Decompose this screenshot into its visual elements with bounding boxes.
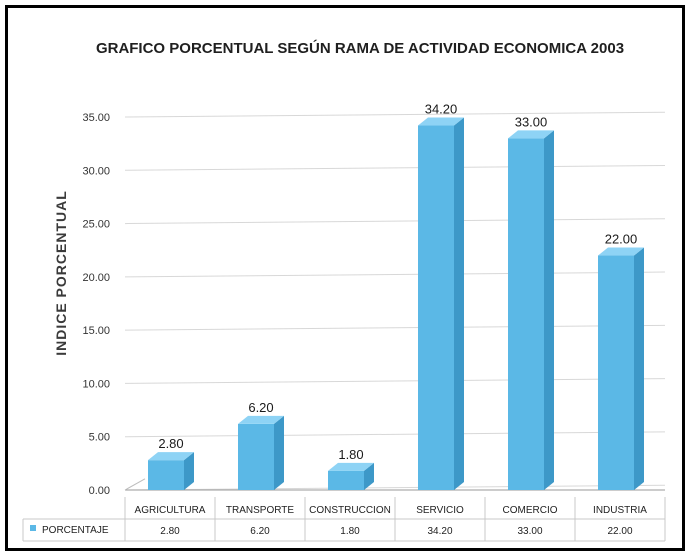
bar-side <box>454 117 464 491</box>
bar <box>328 470 364 490</box>
table-value: 2.80 <box>160 526 180 537</box>
floor-edge <box>124 478 146 491</box>
data-label: 6.20 <box>248 400 273 415</box>
category-label: AGRICULTURA <box>135 505 206 516</box>
chart-title: GRAFICO PORCENTUAL SEGÚN RAMA DE ACTIVID… <box>96 39 624 57</box>
bar-side <box>184 452 194 490</box>
table-value: 1.80 <box>340 526 360 537</box>
bar-side <box>634 247 644 490</box>
y-axis-label: INDICE PORCENTUAL <box>53 190 69 356</box>
y-tick-label: 20.00 <box>82 272 110 284</box>
bar-top <box>238 415 284 424</box>
data-label: 22.00 <box>605 232 638 247</box>
gridline <box>124 111 666 118</box>
bar <box>598 255 634 490</box>
bar <box>238 423 274 490</box>
data-label: 2.80 <box>158 436 183 451</box>
series-name: PORCENTAJE <box>42 525 109 536</box>
category-label: TRANSPORTE <box>226 505 294 516</box>
gridline <box>124 164 666 171</box>
gridlines: 0.00 5.00 10.00 15.00 20.00 25.00 30.00 35.00 <box>82 111 666 497</box>
gridline <box>124 271 666 278</box>
bar <box>148 460 184 490</box>
y-tick-label: 0.00 <box>89 485 110 497</box>
bar <box>508 138 544 491</box>
bars: 2.80 6.20 1.80 34.20 33.00 22.00 <box>148 102 644 491</box>
table-value: 33.00 <box>517 526 542 537</box>
gridline <box>124 484 666 491</box>
chart-frame <box>5 5 685 551</box>
bar-top <box>328 462 374 471</box>
data-label: 33.00 <box>515 114 548 129</box>
y-tick-label: 30.00 <box>82 165 110 177</box>
bar-top <box>418 117 464 126</box>
bar-side <box>544 130 554 491</box>
table-value: 6.20 <box>250 526 270 537</box>
bar-top <box>508 130 554 139</box>
y-tick-label: 10.00 <box>82 378 110 390</box>
y-tick-label: 5.00 <box>89 432 110 444</box>
bar <box>418 125 454 491</box>
category-label: COMERCIO <box>503 505 558 516</box>
data-label: 34.20 <box>425 102 458 117</box>
category-label: SERVICIO <box>416 505 464 516</box>
bar-top <box>148 452 194 461</box>
bar-side <box>364 462 374 490</box>
y-tick-label: 35.00 <box>82 112 110 124</box>
data-table: PORCENTAJE AGRICULTURA 2.80 TRANSPORTE 6.20 C… <box>22 497 666 542</box>
gridline <box>124 218 666 225</box>
data-label: 1.80 <box>338 447 363 462</box>
category-label: INDUSTRIA <box>593 505 647 516</box>
bar-top <box>598 247 644 256</box>
gridline <box>124 378 666 384</box>
table-value: 34.20 <box>427 526 452 537</box>
gridline <box>124 324 666 331</box>
gridline <box>124 431 666 438</box>
table-value: 22.00 <box>607 526 632 537</box>
category-label: CONSTRUCCION <box>309 505 391 516</box>
y-tick-label: 15.00 <box>82 325 110 337</box>
legend-swatch <box>30 525 36 531</box>
bar-side <box>274 415 284 490</box>
y-tick-label: 25.00 <box>82 219 110 231</box>
